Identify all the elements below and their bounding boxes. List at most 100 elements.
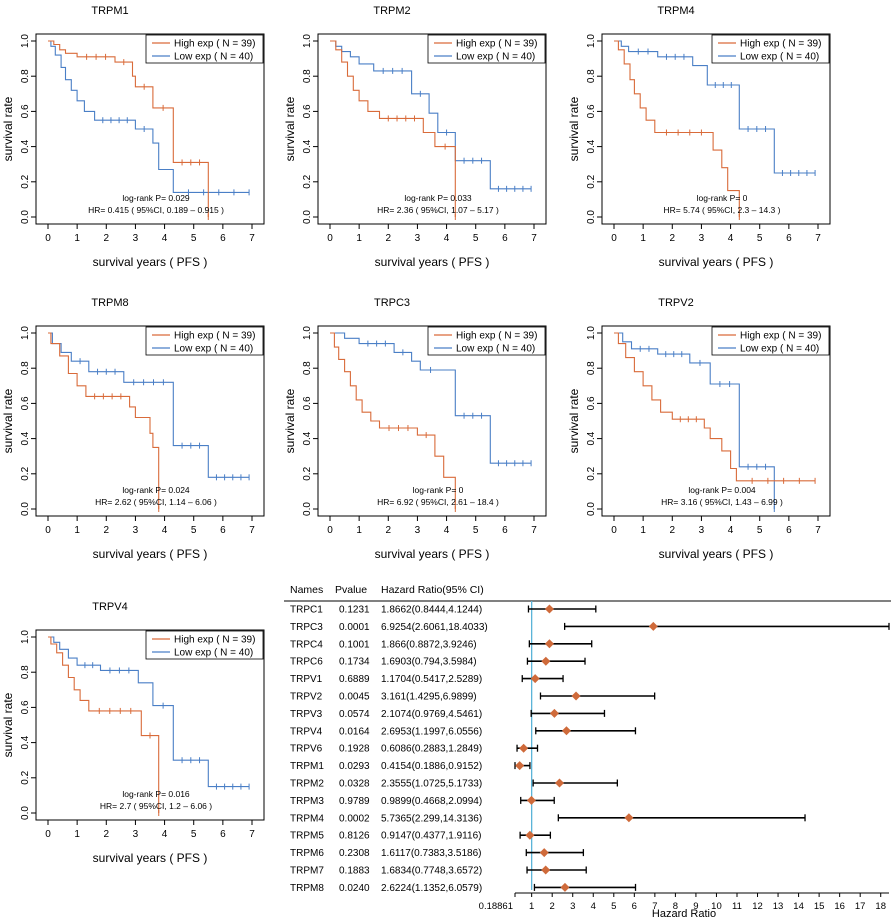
row-hr-text: 6.9254(2.6061,18.4033) bbox=[381, 622, 488, 633]
logrank-p-annotation: log-rank P= 0.029 bbox=[122, 193, 190, 203]
logrank-p-annotation: log-rank P= 0.033 bbox=[404, 193, 472, 203]
hr-point bbox=[519, 743, 529, 753]
header-names: Names bbox=[290, 584, 323, 596]
row-name: TRPM5 bbox=[290, 831, 324, 842]
x-tick-label: 6 bbox=[786, 525, 792, 536]
y-tick-label: 0.6 bbox=[302, 104, 313, 118]
row-hr-text: 1.1704(0.5417,2.5289) bbox=[381, 674, 482, 685]
forest-x-tick-label: 8 bbox=[673, 901, 678, 912]
y-tick-label: 0.4 bbox=[20, 735, 31, 749]
y-tick-label: 1.0 bbox=[20, 326, 31, 340]
row-name: TRPV4 bbox=[290, 726, 323, 737]
y-tick-label: 0.2 bbox=[20, 466, 31, 480]
high-exp-curve bbox=[330, 40, 456, 217]
forest-x-tick-label: 11 bbox=[732, 901, 742, 912]
x-tick-label: 1 bbox=[74, 829, 80, 840]
km-panel-trpv4: TRPV4 0.0 0.2 0.4 0.6 0.8 1.0 0 1 2 3 4 5 6 7 survival … bbox=[1, 601, 265, 865]
hazard-ratio-annotation: HR= 6.92 ( 95%CI, 2.61 – 18.4 ) bbox=[377, 497, 499, 507]
x-axis-label: survival years ( PFS ) bbox=[659, 255, 774, 269]
x-tick-label: 0 bbox=[611, 525, 617, 536]
row-pvalue: 0.1734 bbox=[339, 657, 370, 668]
y-tick-label: 0.2 bbox=[302, 466, 313, 480]
forest-plot: Names Pvalue Hazard Ratio(95% CI) TRPC1 0.12… bbox=[284, 584, 891, 920]
x-tick-label: 2 bbox=[386, 525, 392, 536]
km-panel-trpm8: TRPM8 0.0 0.2 0.4 0.6 0.8 1.0 0 1 2 3 4 5 6 7 survival … bbox=[1, 297, 265, 561]
legend-label-high: High exp ( N = 39) bbox=[174, 331, 255, 342]
y-tick-label: 0.8 bbox=[586, 69, 597, 83]
row-hr-text: 0.9899(0.4668,2.0994) bbox=[381, 796, 482, 807]
y-tick-label: 1.0 bbox=[302, 34, 313, 48]
km-panel-trpv2: TRPV2 0.0 0.2 0.4 0.6 0.8 1.0 0 1 2 3 4 5 6 7 survival … bbox=[567, 297, 831, 561]
y-tick-label: 0.4 bbox=[586, 139, 597, 153]
row-pvalue: 0.0293 bbox=[339, 761, 370, 772]
plot-frame bbox=[601, 33, 831, 225]
forest-x-tick-label: 18 bbox=[875, 901, 886, 912]
row-hr-text: 1.8662(0.8444,4.1244) bbox=[381, 605, 482, 616]
row-hr-text: 2.3555(1.0725,5.1733) bbox=[381, 779, 482, 790]
header-pvalue: Pvalue bbox=[335, 584, 367, 596]
y-tick-label: 0.8 bbox=[586, 361, 597, 375]
forest-x-tick-label: 14 bbox=[793, 901, 804, 912]
row-hr-text: 5.7365(2.299,14.3136) bbox=[381, 813, 482, 824]
logrank-p-annotation: log-rank P= 0 bbox=[413, 485, 464, 495]
high-exp-curve bbox=[614, 332, 816, 482]
row-name: TRPV6 bbox=[290, 744, 323, 755]
y-tick-label: 0.0 bbox=[586, 502, 597, 516]
plot-frame bbox=[35, 629, 265, 821]
row-pvalue: 0.0240 bbox=[339, 883, 370, 894]
row-pvalue: 0.9789 bbox=[339, 796, 370, 807]
x-tick-label: 5 bbox=[191, 233, 197, 244]
x-tick-label: 0 bbox=[45, 525, 51, 536]
y-tick-label: 0.6 bbox=[20, 396, 31, 410]
hr-point bbox=[648, 621, 658, 631]
row-pvalue: 0.0328 bbox=[339, 779, 370, 790]
y-tick-label: 0.4 bbox=[302, 139, 313, 153]
row-name: TRPM1 bbox=[290, 761, 324, 772]
forest-x-tick-label: 5 bbox=[611, 901, 616, 912]
x-tick-label: 1 bbox=[356, 233, 362, 244]
x-tick-label: 7 bbox=[815, 525, 821, 536]
row-pvalue: 0.1928 bbox=[339, 744, 370, 755]
x-axis-label: survival years ( PFS ) bbox=[375, 255, 490, 269]
x-tick-label: 5 bbox=[757, 233, 763, 244]
row-pvalue: 0.1231 bbox=[339, 605, 370, 616]
forest-x-tick-label: 13 bbox=[773, 901, 784, 912]
x-tick-label: 2 bbox=[104, 829, 110, 840]
hr-point bbox=[541, 865, 551, 875]
forest-x-tick-label: 2 bbox=[550, 901, 555, 912]
x-tick-label: 7 bbox=[249, 525, 255, 536]
legend-label-high: High exp ( N = 39) bbox=[174, 39, 255, 50]
x-tick-label: 7 bbox=[249, 233, 255, 244]
x-tick-label: 4 bbox=[162, 829, 168, 840]
legend-label-high: High exp ( N = 39) bbox=[740, 39, 821, 50]
y-tick-label: 1.0 bbox=[586, 326, 597, 340]
row-hr-text: 0.9147(0.4377,1.9116) bbox=[381, 831, 481, 842]
hr-point bbox=[561, 726, 571, 736]
row-pvalue: 0.1001 bbox=[339, 639, 370, 650]
hazard-ratio-annotation: HR= 2.36 ( 95%CI, 1.07 – 5.17 ) bbox=[377, 205, 499, 215]
legend-label-low: Low exp ( N = 40) bbox=[740, 52, 819, 63]
x-tick-label: 4 bbox=[444, 525, 450, 536]
x-tick-label: 5 bbox=[191, 829, 197, 840]
x-tick-label: 3 bbox=[415, 233, 421, 244]
row-hr-text: 1.6834(0.7748,3.6572) bbox=[381, 866, 482, 877]
logrank-p-annotation: log-rank P= 0.024 bbox=[122, 485, 190, 495]
row-name: TRPM6 bbox=[290, 848, 324, 859]
row-pvalue: 0.0002 bbox=[339, 813, 370, 824]
km-panel-trpm2: TRPM2 0.0 0.2 0.4 0.6 0.8 1.0 0 1 2 3 4 5 6 7 survival … bbox=[283, 5, 547, 269]
hr-point bbox=[544, 639, 554, 649]
row-hr-text: 1.866(0.8872,3.9246) bbox=[381, 639, 477, 650]
hr-point bbox=[624, 813, 634, 823]
forest-x-tick-label: 17 bbox=[855, 901, 866, 912]
x-tick-label: 6 bbox=[502, 233, 508, 244]
low-exp-curve bbox=[614, 332, 775, 509]
y-tick-label: 0.6 bbox=[586, 104, 597, 118]
x-axis-label: survival years ( PFS ) bbox=[375, 547, 490, 561]
row-name: TRPC4 bbox=[290, 639, 323, 650]
row-name: TRPV3 bbox=[290, 709, 323, 720]
forest-x-tick-label: 0.18861 bbox=[479, 901, 513, 912]
forest-x-tick-label: 16 bbox=[834, 901, 845, 912]
x-tick-label: 1 bbox=[640, 233, 646, 244]
row-pvalue: 0.8126 bbox=[339, 831, 370, 842]
forest-x-tick-label: 4 bbox=[591, 901, 596, 912]
